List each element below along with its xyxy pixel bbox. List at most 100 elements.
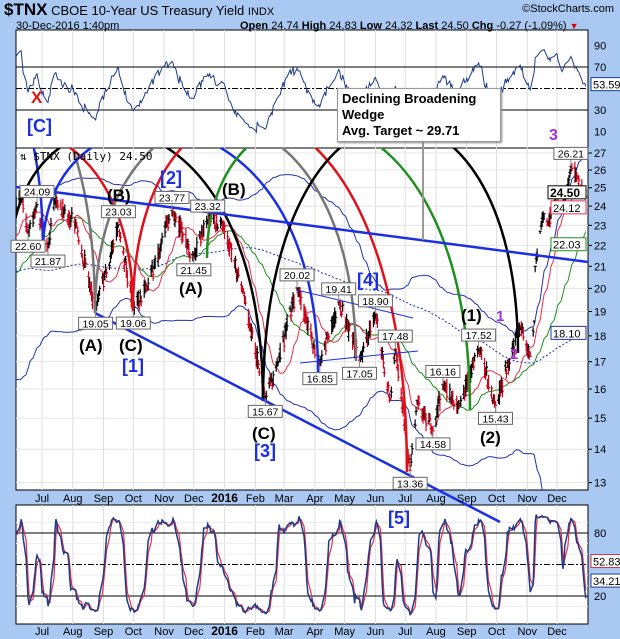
price-bar	[59, 199, 63, 210]
price-bar	[181, 231, 185, 243]
price-tick-label: 23	[594, 220, 606, 232]
wave-label-b: (B)	[107, 186, 131, 205]
price-bar	[97, 290, 101, 302]
pivot-label: 23.77	[159, 192, 185, 204]
price-legend: ⇅ $TNX (Daily) 24.50	[20, 150, 152, 163]
pivot-label: 15.43	[482, 413, 508, 425]
price-bar	[470, 363, 474, 378]
x-tick-label: 2016	[211, 624, 238, 638]
x-tick-label: Apr	[306, 626, 323, 638]
stoch-tick-label: 20	[594, 591, 606, 603]
price-bar	[417, 395, 421, 407]
pivot-label: 18.90	[362, 296, 388, 308]
low-value: 24.32	[384, 20, 413, 32]
pivot-label: 21.45	[181, 265, 207, 277]
wedge-upper-trendline	[15, 185, 589, 264]
open-label: Open	[240, 20, 269, 32]
price-tick-label: 21	[594, 261, 606, 273]
pivot-label: 17.05	[346, 368, 372, 380]
price-bar	[324, 337, 328, 355]
callout-target: Avg. Target ~ 29.71	[342, 123, 460, 138]
price-bar	[507, 357, 511, 371]
price-bar	[122, 258, 126, 272]
brand-logo[interactable]: ©StockCharts.com	[522, 3, 614, 15]
price-bar	[341, 301, 345, 312]
price-bar	[533, 265, 537, 273]
ma-long-value: 18.10	[553, 328, 581, 340]
price-bar	[230, 243, 234, 263]
stoch-fast-value-box	[590, 573, 620, 588]
price-bar	[28, 219, 32, 230]
pivot-label-box	[415, 437, 451, 451]
price-bar	[151, 270, 155, 281]
price-bar	[520, 322, 524, 334]
high-value: 24.83	[329, 20, 357, 32]
price-bar	[236, 266, 240, 279]
price-bar	[472, 356, 476, 371]
last-value: 24.50	[441, 20, 469, 32]
price-bar	[312, 340, 316, 350]
price-bar	[288, 305, 292, 312]
price-bar	[256, 359, 260, 369]
pivot-label-box	[342, 366, 378, 380]
price-bar	[118, 231, 122, 243]
price-bar	[351, 332, 355, 350]
price-bar	[123, 255, 127, 263]
price-bar	[84, 257, 88, 268]
price-bar	[13, 211, 16, 220]
price-bar	[125, 270, 129, 288]
wedge-lower-trendline	[94, 311, 501, 524]
pivot-label: 17.52	[465, 330, 491, 342]
price-bar	[548, 207, 552, 228]
price-tick-label: 20	[594, 283, 606, 295]
pivot-label: 24.09	[24, 186, 50, 198]
x-tick-label: Jul	[398, 493, 412, 505]
price-bar	[77, 236, 81, 245]
price-bar	[388, 397, 392, 402]
price-bar	[80, 244, 84, 257]
price-bar	[368, 320, 372, 338]
price-bar	[233, 255, 237, 273]
price-bar	[348, 322, 352, 332]
price-bar	[512, 347, 516, 359]
price-bar	[25, 223, 29, 233]
price-bar	[382, 366, 386, 377]
pivot-label: 19.05	[82, 318, 108, 330]
price-tick-label: 26	[594, 165, 606, 177]
wave-label-a: (A)	[179, 279, 203, 298]
price-tick-label: 19	[594, 306, 606, 318]
ma-short-value-box	[550, 200, 587, 215]
wave-label-2-bracket: [2]	[160, 168, 182, 188]
timestamp: 30-Dec-2016 1:40pm	[16, 20, 120, 32]
pivot-label: 19.06	[120, 318, 146, 330]
wave-label-x: X	[31, 88, 43, 107]
stoch-slow-value: 52.83	[593, 557, 620, 569]
stochastic-plot	[16, 514, 587, 616]
price-bar	[303, 306, 307, 325]
ma-long-value-box	[550, 325, 587, 340]
pivot-label: 23.03	[105, 207, 131, 219]
chart-title: $TNX CBOE 10-Year US Treasury Yield INDX	[4, 0, 274, 20]
pivot-label: 20.02	[284, 270, 310, 282]
pivot-label-box	[100, 205, 136, 219]
x-tick-label: Dec	[547, 626, 567, 638]
stoch-fast-line	[16, 514, 587, 616]
price-bar	[52, 198, 56, 211]
stoch-fast-value: 34.21	[593, 576, 620, 588]
x-tick-label: Dec	[184, 626, 204, 638]
price-bar	[243, 296, 247, 306]
price-bar	[521, 327, 525, 341]
cycle-arc-black	[261, 148, 520, 402]
upper-band-line	[16, 150, 587, 338]
price-bar	[70, 206, 74, 220]
wave-label-1: 1	[496, 308, 505, 325]
pivot-label: 16.16	[430, 366, 456, 378]
price-bar	[63, 204, 67, 215]
price-bar	[366, 331, 370, 346]
wave-label-3-bracket: [3]	[254, 441, 276, 461]
pivot-label-box	[425, 364, 461, 378]
pivot-label-box	[302, 372, 338, 386]
x-tick-label: Aug	[63, 493, 83, 505]
rsi-last-value: 53.59	[593, 80, 620, 92]
